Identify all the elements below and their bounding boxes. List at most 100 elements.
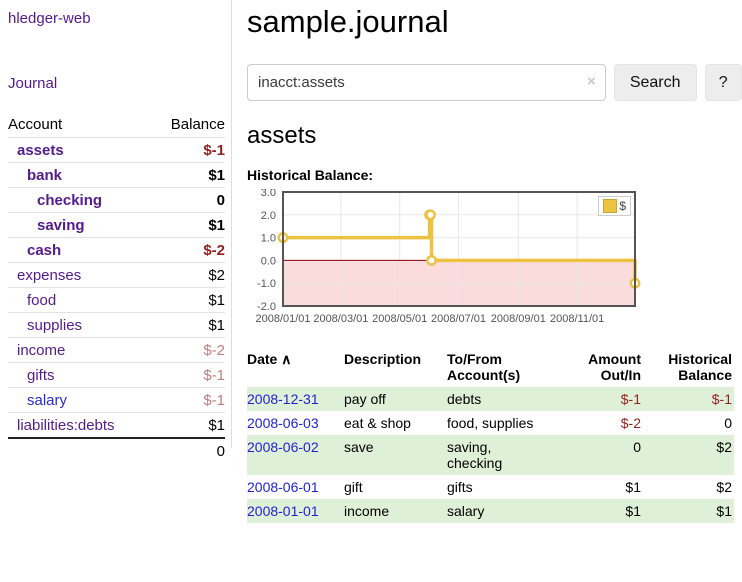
account-link-supplies[interactable]: supplies bbox=[27, 317, 82, 334]
accounts-total-balance: 0 bbox=[152, 438, 225, 463]
account-balance: $1 bbox=[152, 213, 225, 238]
search-button[interactable]: Search bbox=[614, 64, 697, 101]
svg-text:2008/09/01: 2008/09/01 bbox=[491, 313, 546, 325]
account-balance: $2 bbox=[152, 263, 225, 288]
brand: hledger-web bbox=[8, 10, 223, 28]
search-box: × bbox=[247, 64, 606, 101]
register-row: 2008-06-01 gift gifts $1 $2 bbox=[247, 475, 734, 499]
account-balance: $-2 bbox=[152, 338, 225, 363]
transaction-accounts: saving, checking bbox=[447, 435, 559, 475]
account-row: assets $-1 bbox=[8, 138, 225, 163]
svg-text:-1.0: -1.0 bbox=[257, 278, 276, 290]
transaction-accounts: debts bbox=[447, 387, 559, 411]
account-link-saving[interactable]: saving bbox=[37, 217, 85, 234]
register-row: 2008-06-02 save saving, checking 0 $2 bbox=[247, 435, 734, 475]
account-row: salary$-1 bbox=[8, 388, 225, 413]
legend-label: $ bbox=[619, 199, 626, 213]
account-row: saving $1 bbox=[8, 213, 225, 238]
account-row: cash $-2 bbox=[8, 238, 225, 263]
transaction-balance: $2 bbox=[643, 475, 734, 499]
search-form: × Search ? bbox=[247, 64, 742, 101]
account-row: expenses $2 bbox=[8, 263, 225, 288]
register-table: Date ∧ Description To/From Account(s) Am… bbox=[247, 349, 734, 523]
account-balance: $1 bbox=[152, 413, 225, 439]
svg-text:-2.0: -2.0 bbox=[257, 301, 276, 313]
register-header-amount: Amount Out/In bbox=[559, 349, 643, 387]
account-link-salary[interactable]: salary bbox=[27, 392, 67, 409]
account-row: income $-2 bbox=[8, 338, 225, 363]
account-link-cash[interactable]: cash bbox=[27, 242, 61, 259]
transaction-description: eat & shop bbox=[344, 411, 447, 435]
transaction-date-link[interactable]: 2008-06-03 bbox=[247, 415, 319, 431]
chart-title: Historical Balance: bbox=[247, 167, 742, 183]
svg-text:3.0: 3.0 bbox=[261, 189, 276, 199]
svg-text:2008/01/01: 2008/01/01 bbox=[255, 313, 310, 325]
account-balance: $-1 bbox=[152, 363, 225, 388]
account-link-food[interactable]: food bbox=[27, 292, 56, 309]
journal-link[interactable]: Journal bbox=[8, 75, 57, 92]
svg-text:2008/05/01: 2008/05/01 bbox=[372, 313, 427, 325]
balance-chart-svg: 2008/01/012008/03/01 2008/05/01 2008/07/01… bbox=[247, 189, 641, 333]
account-row: food $1 bbox=[8, 288, 225, 313]
register-row: 2008-12-31 pay off debts $-1 $-1 bbox=[247, 387, 734, 411]
account-balance: $1 bbox=[152, 288, 225, 313]
transaction-amount: $-1 bbox=[559, 387, 643, 411]
balance-chart: 2008/01/012008/03/01 2008/05/01 2008/07/01… bbox=[247, 189, 641, 333]
svg-text:2.0: 2.0 bbox=[261, 210, 276, 222]
account-heading: assets bbox=[247, 122, 742, 150]
account-link-bank[interactable]: bank bbox=[27, 167, 62, 184]
accounts-header-account: Account bbox=[8, 113, 152, 138]
sidebar: hledger-web Journal Account Balance asse… bbox=[0, 0, 232, 448]
transaction-date-link[interactable]: 2008-12-31 bbox=[247, 391, 319, 407]
clear-search-icon[interactable]: × bbox=[587, 73, 596, 90]
svg-text:2008/07/01: 2008/07/01 bbox=[431, 313, 486, 325]
transaction-date-link[interactable]: 2008-06-02 bbox=[247, 439, 319, 455]
register-header-description: Description bbox=[344, 349, 447, 387]
account-link-checking[interactable]: checking bbox=[37, 192, 102, 209]
transaction-amount: $1 bbox=[559, 475, 643, 499]
transaction-amount: 0 bbox=[559, 435, 643, 475]
app-window: hledger-web Journal Account Balance asse… bbox=[0, 0, 742, 523]
transaction-date-link[interactable]: 2008-01-01 bbox=[247, 503, 319, 519]
accounts-header-row: Account Balance bbox=[8, 113, 225, 138]
transaction-balance: $2 bbox=[643, 435, 734, 475]
transaction-description: save bbox=[344, 435, 447, 475]
account-link-income[interactable]: income bbox=[17, 342, 65, 359]
brand-link[interactable]: hledger-web bbox=[8, 10, 91, 27]
register-header-row: Date ∧ Description To/From Account(s) Am… bbox=[247, 349, 734, 387]
account-balance: 0 bbox=[152, 188, 225, 213]
account-link-gifts[interactable]: gifts bbox=[27, 367, 55, 384]
transaction-accounts: food, supplies bbox=[447, 411, 559, 435]
accounts-total-row: 0 bbox=[8, 438, 225, 463]
transaction-description: income bbox=[344, 499, 447, 523]
transaction-amount: $-2 bbox=[559, 411, 643, 435]
register-header-date[interactable]: Date ∧ bbox=[247, 349, 344, 387]
svg-text:1.0: 1.0 bbox=[261, 233, 276, 245]
transaction-accounts: gifts bbox=[447, 475, 559, 499]
account-row: supplies $1 bbox=[8, 313, 225, 338]
account-link-assets[interactable]: assets bbox=[17, 142, 64, 159]
account-balance: $-1 bbox=[152, 138, 225, 163]
account-link-expenses[interactable]: expenses bbox=[17, 267, 81, 284]
account-balance: $-2 bbox=[152, 238, 225, 263]
account-balance: $1 bbox=[152, 163, 225, 188]
legend-swatch-icon bbox=[603, 199, 617, 213]
transaction-accounts: salary bbox=[447, 499, 559, 523]
accounts-header-balance: Balance bbox=[152, 113, 225, 138]
search-input[interactable] bbox=[247, 64, 606, 101]
account-row: gifts $-1 bbox=[8, 363, 225, 388]
svg-text:2008/11/01: 2008/11/01 bbox=[550, 313, 604, 325]
help-button[interactable]: ? bbox=[705, 64, 742, 101]
nav-journal: Journal bbox=[8, 75, 223, 93]
register-header-accounts: To/From Account(s) bbox=[447, 349, 559, 387]
account-link-liabilities-debts[interactable]: liabilities:debts bbox=[17, 417, 115, 434]
register-row: 2008-01-01 income salary $1 $1 bbox=[247, 499, 734, 523]
svg-text:2008/03/01: 2008/03/01 bbox=[313, 313, 368, 325]
register-header-balance: Historical Balance bbox=[643, 349, 734, 387]
account-balance: $1 bbox=[152, 313, 225, 338]
accounts-table: Account Balance assets $-1 bank $1 checkin… bbox=[8, 113, 225, 463]
account-row: liabilities:debts $1 bbox=[8, 413, 225, 439]
main-content: sample.journal × Search ? assets Histori… bbox=[232, 0, 742, 523]
transaction-balance: $-1 bbox=[643, 387, 734, 411]
transaction-date-link[interactable]: 2008-06-01 bbox=[247, 479, 319, 495]
